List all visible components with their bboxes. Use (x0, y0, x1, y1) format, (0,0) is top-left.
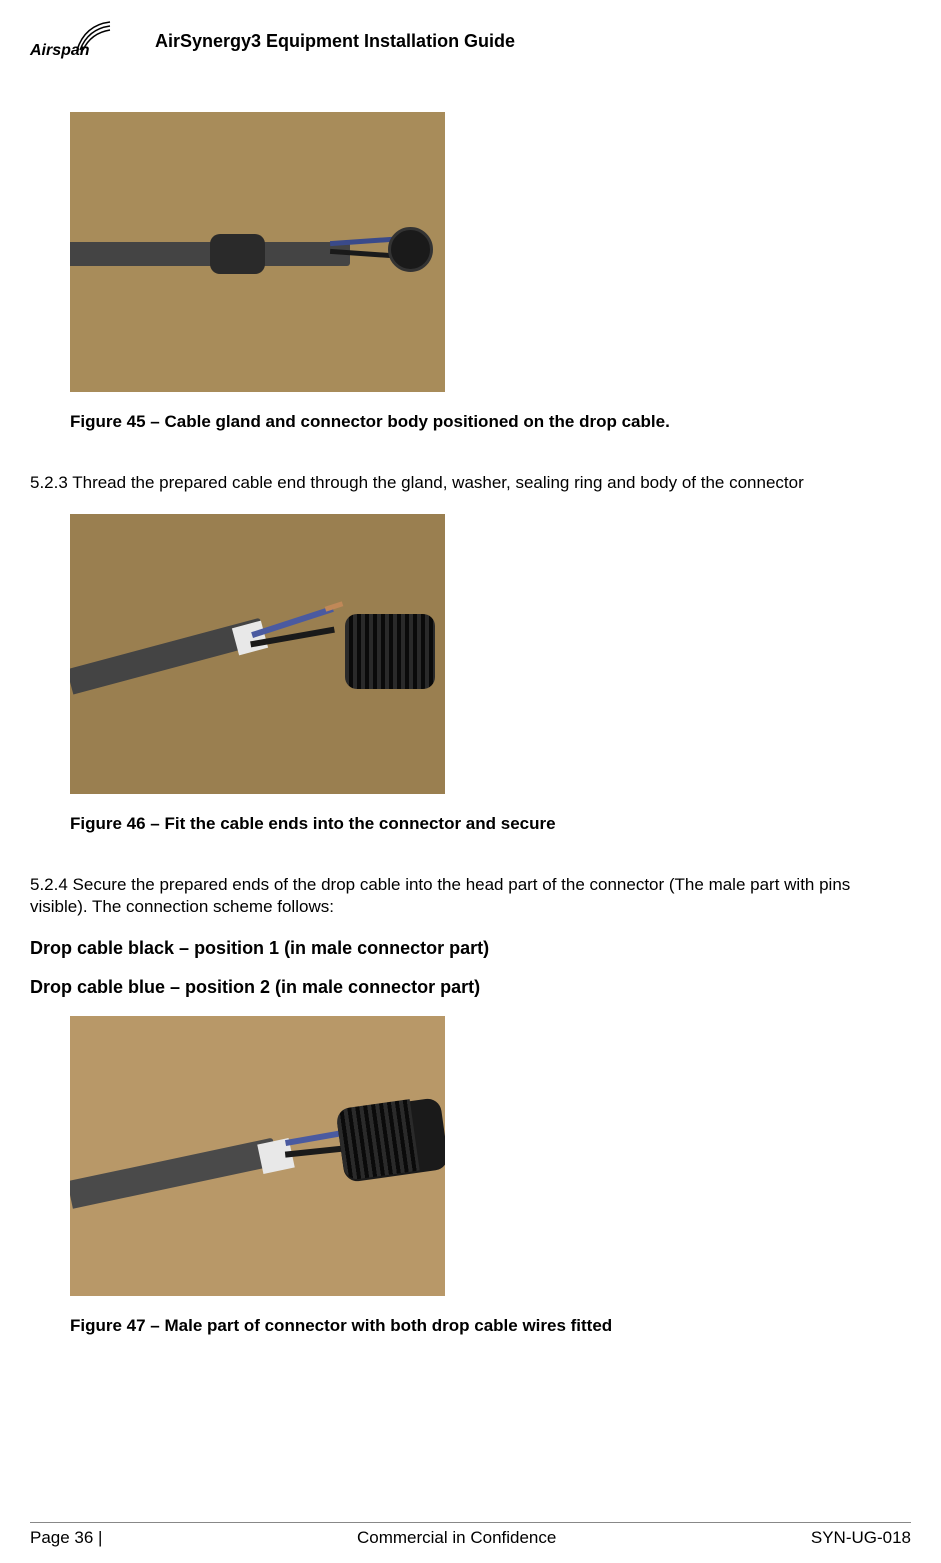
footer-page-number: Page 36 | (30, 1528, 102, 1548)
figure-45-image (70, 112, 445, 392)
figure-47-image (70, 1016, 445, 1296)
figure-46-caption: Figure 46 – Fit the cable ends into the … (70, 814, 911, 834)
figure-46-image (70, 514, 445, 794)
drop-cable-blue-text: Drop cable blue – position 2 (in male co… (30, 977, 911, 998)
section-5-2-3: 5.2.3 Thread the prepared cable end thro… (30, 472, 911, 494)
logo-text: Airspan (30, 42, 90, 60)
figure-47-caption: Figure 47 – Male part of connector with … (70, 1316, 911, 1336)
figure-45-caption: Figure 45 – Cable gland and connector bo… (70, 412, 911, 432)
section-5-2-4: 5.2.4 Secure the prepared ends of the dr… (30, 874, 911, 918)
page-header: Airspan AirSynergy3 Equipment Installati… (30, 20, 911, 62)
airspan-logo: Airspan (30, 20, 115, 62)
document-title: AirSynergy3 Equipment Installation Guide (155, 31, 515, 52)
drop-cable-black-text: Drop cable black – position 1 (in male c… (30, 938, 911, 959)
footer-confidentiality: Commercial in Confidence (357, 1528, 556, 1548)
footer-doc-id: SYN-UG-018 (811, 1528, 911, 1548)
page-footer: Page 36 | Commercial in Confidence SYN-U… (30, 1522, 911, 1548)
